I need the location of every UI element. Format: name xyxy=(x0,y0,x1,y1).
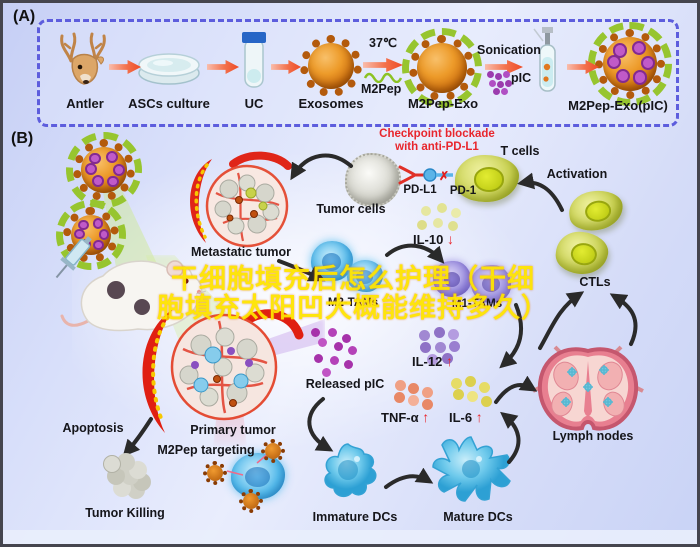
m2pep-exo-pic-icon xyxy=(588,22,672,106)
il6-dots-icon xyxy=(451,378,462,389)
bottom-strip xyxy=(3,530,697,544)
metastatic-tumor-label: Metastatic tumor xyxy=(190,245,292,259)
arrow-tumorcells-to-metastatic xyxy=(290,153,353,181)
ultracentrifuge-tube-icon xyxy=(242,32,266,88)
arrow-lymph-to-ctls-1 xyxy=(538,291,585,350)
il12-label: IL-12 ↑ xyxy=(412,353,453,369)
step-label-antler: Antler xyxy=(66,96,104,111)
arrow-m1-down xyxy=(499,303,524,369)
t-cells-label: T cells xyxy=(500,144,540,158)
tumor-cells-label: Tumor cells xyxy=(316,202,386,216)
t-cell-icon xyxy=(455,155,519,202)
tnfa-label: TNF-α ↑ xyxy=(381,409,430,425)
m2pep-exo-icon xyxy=(402,28,482,108)
immature-dcs-label: Immature DCs xyxy=(312,510,398,524)
exosome-icon xyxy=(300,35,362,97)
arrow-activation xyxy=(517,172,564,212)
pd-l1-label: PD-L1 xyxy=(403,184,437,196)
arrow-apoptosis xyxy=(122,417,153,457)
sonication-tube-icon xyxy=(533,27,556,92)
m2-tams-label: M2-TAMs xyxy=(327,297,379,309)
step-label-exosomes: Exosomes xyxy=(298,96,364,111)
m2pep-annotation: M2Pep xyxy=(361,82,402,96)
released-pic-dots-icon xyxy=(311,328,320,337)
mouse-illustration xyxy=(60,260,207,332)
m1-tam-cell-icon xyxy=(433,261,471,297)
blocked-x-icon: ✗ xyxy=(439,169,450,183)
petri-dish-icon xyxy=(138,53,200,85)
tnfa-up-arrow: ↑ xyxy=(422,409,430,425)
primary-tumor-illustration xyxy=(142,309,304,433)
arrow-il6-up xyxy=(500,411,521,464)
primary-tumor-label: Primary tumor xyxy=(190,423,276,437)
apoptotic-cell-icon xyxy=(103,455,121,473)
targeting-exosome-icon-2 xyxy=(203,461,227,485)
watermark-line-1: 干细胞填充后怎么护理（干细 xyxy=(171,264,535,295)
targeting-exosome-icon-3 xyxy=(239,489,263,513)
ctls-label: CTLs xyxy=(579,275,611,289)
il12-up-arrow: ↑ xyxy=(445,353,453,369)
checkpoint-blockade-label: Checkpoint blockade with anti-PD-L1 xyxy=(379,128,495,154)
arrow-maturedc-to-lymph xyxy=(494,375,538,404)
arrow-lymph-to-ctls-2 xyxy=(609,293,638,346)
m2pep-targeting-label: M2Pep targeting xyxy=(157,443,255,457)
il10-label: IL-10 ↓ xyxy=(413,231,454,247)
temperature-annotation: 37℃ xyxy=(369,36,397,50)
released-pic-label: Released pIC xyxy=(305,377,385,391)
il12-dots-icon xyxy=(419,330,430,341)
arrow-immature-to-mature xyxy=(384,467,434,489)
lymph-node-illustration xyxy=(532,345,644,431)
m2-tam-cell-icon-2 xyxy=(347,260,383,292)
anti-pd-l1-antibody-icon xyxy=(398,165,453,185)
apoptosis-label: Apoptosis xyxy=(62,421,124,435)
tumor-killing-label: Tumor Killing xyxy=(85,506,165,520)
arrow-pic-to-immaturedc xyxy=(307,397,334,452)
step-label-m2pep-exo: M2Pep-Exo xyxy=(407,96,479,111)
tumor-cell-icon xyxy=(345,153,401,207)
il10-dots-icon xyxy=(421,206,431,216)
metastatic-tumor-illustration xyxy=(190,151,292,248)
mature-dc-icon xyxy=(432,436,511,502)
activation-label: Activation xyxy=(546,167,608,181)
step-label-m2pep-exo-pic: M2Pep-Exo(pIC) xyxy=(568,98,668,113)
m1-tams-label: M1-TAMs xyxy=(451,298,503,310)
immature-dc-icon xyxy=(324,443,377,498)
panel-a-label: (A) xyxy=(13,8,36,25)
sonication-annotation: Sonication xyxy=(477,43,541,57)
arrow-tumor-to-m2tams xyxy=(277,259,326,282)
mature-dcs-label: Mature DCs xyxy=(443,510,513,524)
antler-deer-icon xyxy=(60,32,106,85)
step-label-uc: UC xyxy=(244,96,264,111)
targeting-exosome-icon xyxy=(261,439,285,463)
m2pep-peptide-icon xyxy=(363,72,403,83)
m1-tam-cell-icon-2 xyxy=(471,265,511,303)
lymph-nodes-label: Lymph nodes xyxy=(552,429,634,443)
pic-annotation: pIC xyxy=(511,71,532,85)
arrow-m2-to-m1 xyxy=(385,243,445,264)
pd-1-label: PD-1 xyxy=(449,185,477,197)
watermark-line-2: 胞填充太阳凹大概能维持多久） xyxy=(157,293,549,324)
step-label-ascs-culture: ASCs culture xyxy=(128,96,210,111)
syringe-icon xyxy=(55,236,92,279)
il10-down-arrow: ↓ xyxy=(446,231,454,247)
tnfa-dots-icon xyxy=(395,380,406,391)
pic-dots-icon xyxy=(487,71,494,78)
il6-label: IL-6 ↑ xyxy=(449,409,483,425)
panel-b-label: (B) xyxy=(11,130,34,147)
flow-arrows-overlay xyxy=(122,153,638,489)
il6-up-arrow: ↑ xyxy=(475,409,483,425)
